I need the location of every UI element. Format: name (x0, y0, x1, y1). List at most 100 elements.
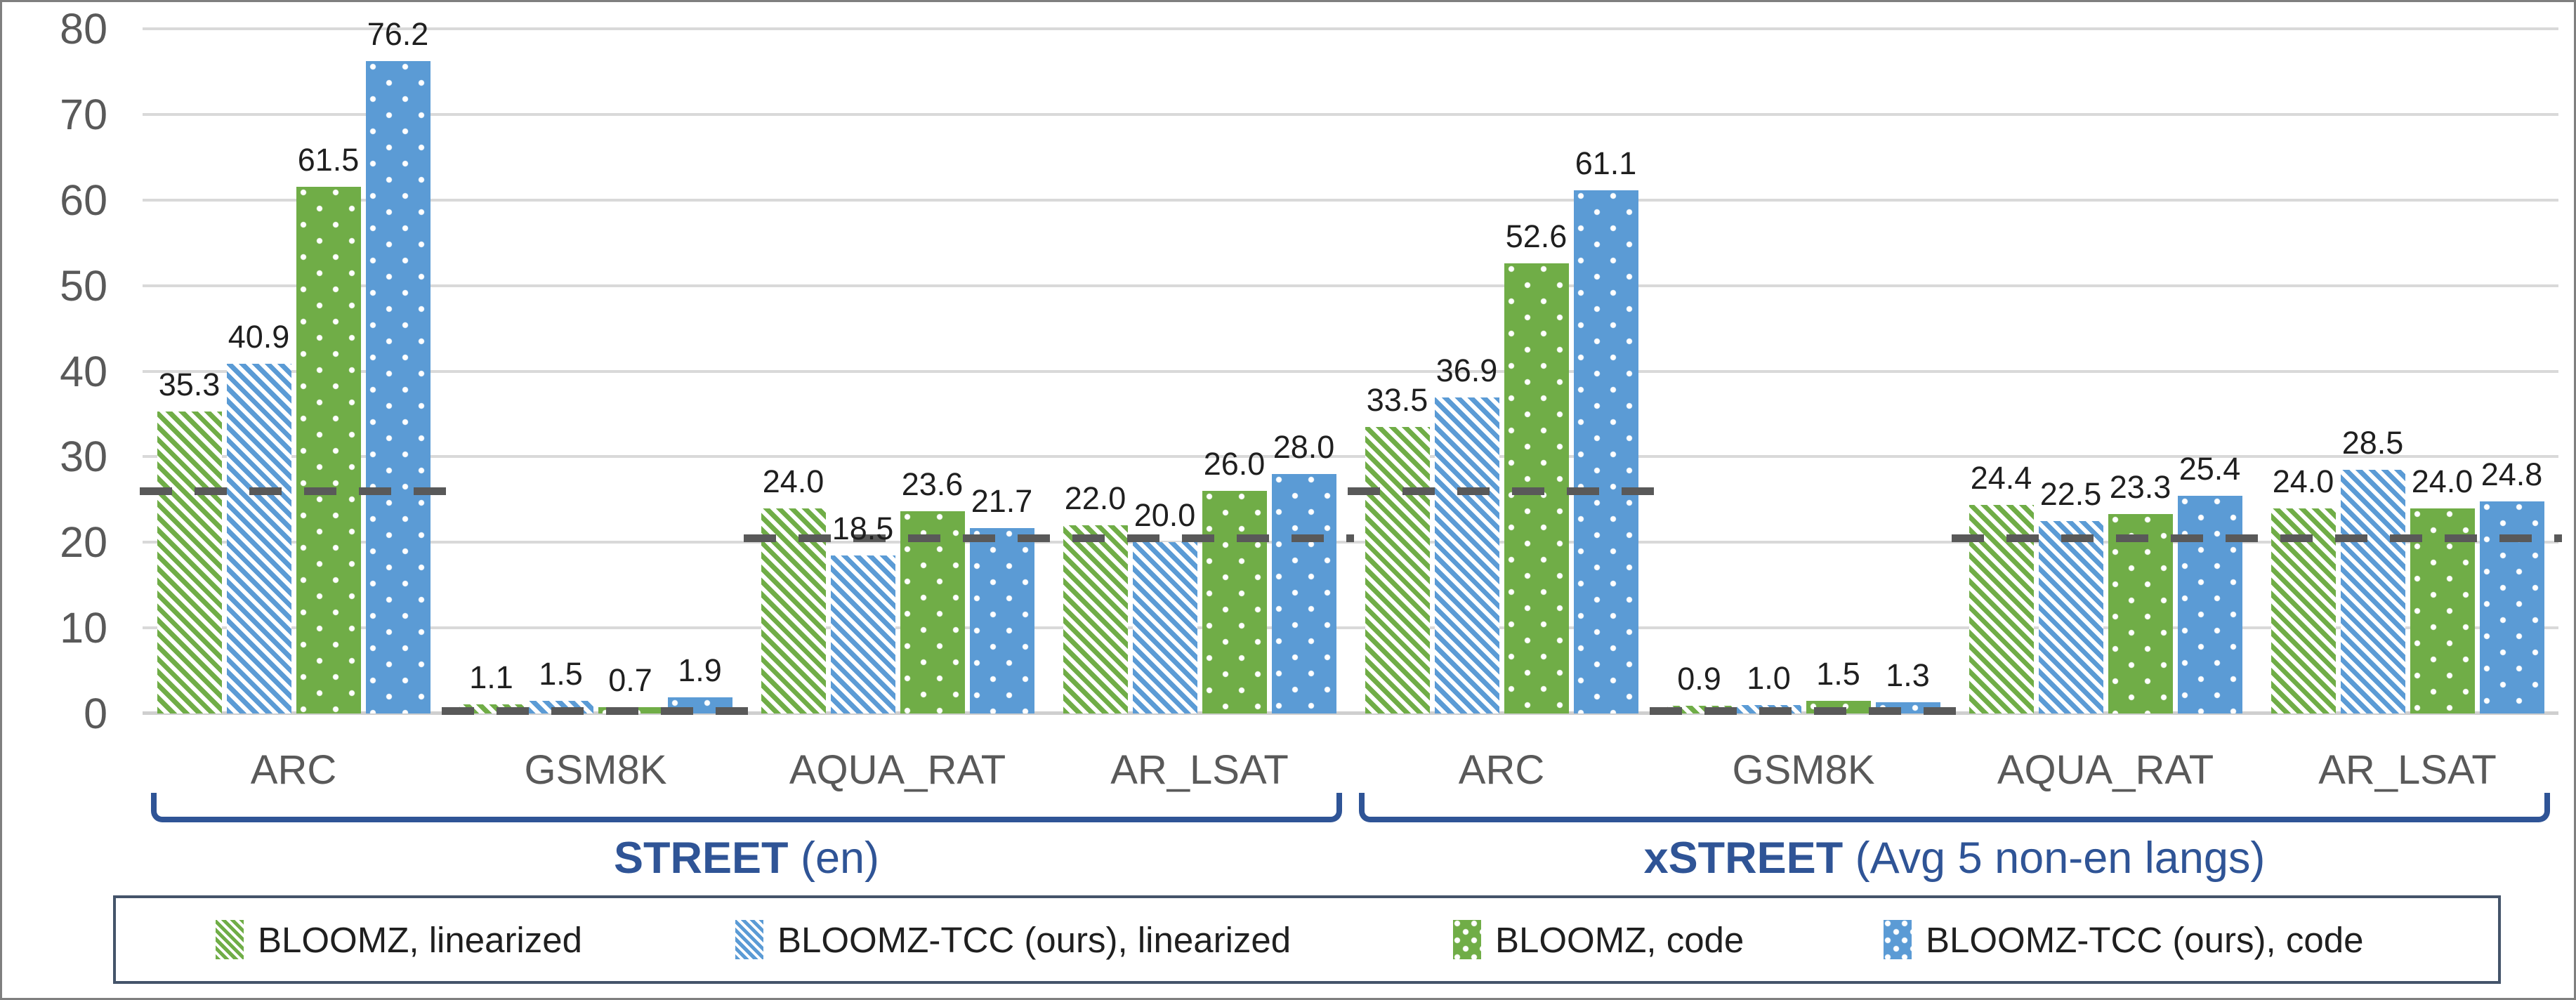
bar-STREET-ARC-s2 (296, 187, 361, 713)
bar-value-label: 24.0 (762, 463, 824, 499)
bar-xSTREET-ARC-s3 (1573, 190, 1638, 713)
legend-swatch-dots-icon (1884, 920, 1912, 959)
bar-value-label: 28.5 (2341, 424, 2404, 461)
bar-value-label: 20.0 (1133, 497, 1196, 534)
bar-xSTREET-AR_LSAT-s3 (2479, 501, 2544, 713)
dashed-baseline-AQUA_RAT (1951, 534, 2562, 542)
y-tick-label-70: 70 (60, 90, 107, 138)
bar-xSTREET-AQUA_RAT-s1 (2038, 520, 2103, 713)
bar-value-label: 24.4 (1970, 459, 2032, 496)
legend-label: BLOOMZ-TCC (ours), linearized (777, 919, 1292, 960)
bar-value-label: 61.1 (1575, 145, 1637, 182)
legend-label: BLOOMZ, linearized (258, 919, 582, 960)
bar-value-label: 33.5 (1366, 381, 1428, 418)
plot-area: 35.3 40.9 61.5 76.2 1.1 1.5 0.7 1.9 24.0 18.5 23.6… (139, 16, 2562, 715)
section-title-rest: (Avg 5 non-en langs) (1843, 834, 2266, 883)
bar-value-label: 24.0 (2411, 463, 2473, 499)
legend-item-3: BLOOMZ, code (1453, 898, 1744, 981)
y-tick-label-30: 30 (60, 433, 107, 481)
bar-value-label: 24.8 (2480, 456, 2543, 492)
bar-value-label: 1.0 (1747, 659, 1791, 696)
legend-label: BLOOMZ, code (1495, 919, 1744, 960)
category-label-AQUA_RAT: AQUA_RAT (1997, 747, 2214, 793)
gridline-0 (143, 711, 2558, 715)
bar-xSTREET-AQUA_RAT-s3 (2177, 496, 2242, 713)
bar-value-label: 1.5 (539, 655, 583, 692)
legend-swatch-hatch-icon (216, 920, 244, 959)
section-title-bold: xSTREET (1643, 834, 1844, 883)
bar-STREET-AQUA_RAT-s2 (900, 511, 965, 713)
legend-item-1: BLOOMZ, linearized (216, 898, 582, 981)
bar-value-label: 1.3 (1886, 657, 1930, 694)
bar-value-label: 76.2 (367, 16, 429, 53)
gridline-70 (143, 112, 2558, 116)
category-label-AQUA_RAT: AQUA_RAT (789, 747, 1006, 793)
bar-value-label: 0.9 (1677, 661, 1721, 697)
bar-value-label: 26.0 (1203, 446, 1266, 482)
gridline-10 (143, 626, 2558, 630)
legend-swatch-dots-icon (1453, 920, 1481, 959)
bar-STREET-AR_LSAT-s1 (1132, 542, 1197, 713)
category-label-GSM8K: GSM8K (524, 747, 667, 793)
dashed-baseline-GSM8K (441, 706, 750, 715)
bar-value-label: 23.6 (901, 466, 964, 503)
section-bracket-STREET (151, 793, 1342, 822)
dashed-baseline-ARC (139, 487, 448, 495)
section-bracket-xSTREET (1359, 793, 2550, 822)
category-label-ARC: ARC (250, 747, 337, 793)
gridline-40 (143, 369, 2558, 373)
bar-value-label: 21.7 (971, 482, 1033, 519)
dashed-baseline-GSM8K (1649, 706, 1958, 715)
y-tick-label-50: 50 (60, 261, 107, 310)
bar-STREET-ARC-s1 (226, 363, 291, 713)
y-tick-label-10: 10 (60, 604, 107, 652)
bar-value-label: 40.9 (228, 318, 290, 355)
bar-STREET-AR_LSAT-s3 (1271, 473, 1336, 713)
dashed-baseline-AQUA_RAT (743, 534, 1354, 542)
bar-STREET-AQUA_RAT-s0 (761, 508, 826, 713)
section-title-rest: (en) (788, 834, 880, 883)
bar-xSTREET-ARC-s1 (1434, 397, 1499, 713)
bar-value-label: 36.9 (1435, 353, 1498, 389)
legend-box: BLOOMZ, linearized BLOOMZ-TCC (ours), lin… (113, 895, 2501, 984)
bar-value-label: 23.3 (2109, 469, 2171, 506)
bar-value-label: 28.0 (1273, 428, 1335, 465)
bar-xSTREET-AR_LSAT-s2 (2410, 508, 2475, 713)
y-tick-label-60: 60 (60, 176, 107, 224)
bar-xSTREET-AQUA_RAT-s2 (2108, 514, 2173, 713)
category-label-ARC: ARC (1458, 747, 1545, 793)
bar-STREET-ARC-s3 (365, 61, 431, 713)
y-tick-label-40: 40 (60, 347, 107, 395)
bar-value-label: 61.5 (297, 142, 360, 178)
legend-label: BLOOMZ-TCC (ours), code (1926, 919, 2364, 960)
gridline-60 (143, 198, 2558, 202)
dashed-baseline-ARC (1347, 487, 1656, 495)
legend-item-4: BLOOMZ-TCC (ours), code (1884, 898, 2363, 981)
bar-value-label: 1.1 (469, 659, 513, 695)
section-title-xSTREET: xSTREET (Avg 5 non-en langs) (1351, 834, 2558, 883)
gridline-50 (143, 284, 2558, 287)
gridline-20 (143, 541, 2558, 544)
y-tick-label-80: 80 (60, 5, 107, 53)
legend-item-2: BLOOMZ-TCC (ours), linearized (735, 898, 1291, 981)
section-title-bold: STREET (613, 834, 789, 883)
bar-STREET-AQUA_RAT-s1 (830, 555, 895, 713)
bar-xSTREET-ARC-s0 (1365, 426, 1430, 713)
bar-value-label: 35.3 (158, 366, 221, 402)
category-label-AR_LSAT: AR_LSAT (2318, 747, 2497, 793)
section-title-STREET: STREET (en) (143, 834, 1351, 883)
bar-STREET-AR_LSAT-s0 (1063, 525, 1128, 713)
gridline-30 (143, 455, 2558, 459)
bar-STREET-AQUA_RAT-s3 (969, 527, 1034, 713)
category-label-AR_LSAT: AR_LSAT (1110, 747, 1289, 793)
gridline-80 (143, 27, 2558, 30)
bar-value-label: 24.0 (2272, 463, 2334, 499)
bar-value-label: 1.9 (678, 652, 722, 688)
y-tick-label-0: 0 (84, 690, 107, 737)
bar-value-label: 22.0 (1064, 480, 1126, 516)
bar-value-label: 18.5 (832, 510, 894, 546)
bar-value-label: 25.4 (2179, 451, 2241, 487)
bar-xSTREET-AR_LSAT-s1 (2340, 469, 2405, 713)
legend-swatch-hatch-icon (735, 920, 763, 959)
